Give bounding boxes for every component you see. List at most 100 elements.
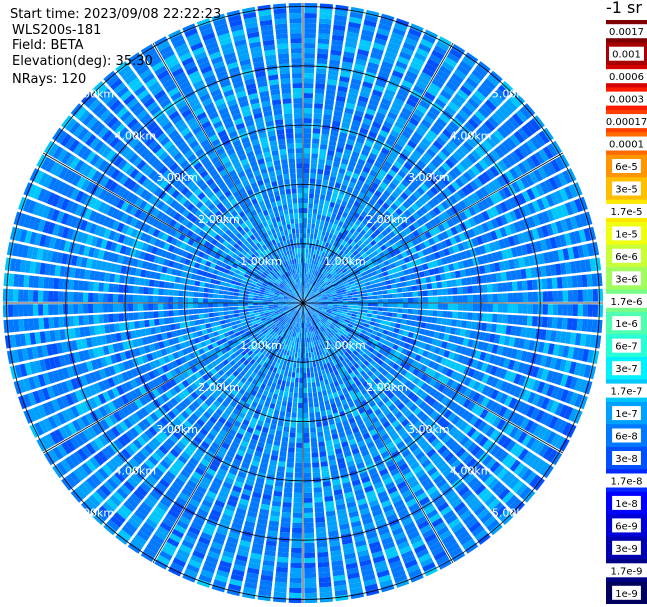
range-gate-cell xyxy=(467,497,480,509)
range-gate-cell xyxy=(188,559,202,569)
range-gate-cell xyxy=(287,401,293,408)
range-gate-cell xyxy=(407,66,420,76)
range-gate-cell xyxy=(311,352,315,358)
range-gate-cell xyxy=(394,260,401,267)
range-gate-cell xyxy=(363,19,377,28)
range-gate-cell xyxy=(423,481,435,492)
range-gate-cell xyxy=(395,358,403,366)
range-gate-cell xyxy=(389,348,397,356)
range-gate-cell xyxy=(177,455,188,465)
range-gate-cell xyxy=(311,143,319,149)
range-gate-cell xyxy=(395,536,408,546)
range-gate-cell xyxy=(424,343,432,351)
range-gate-cell xyxy=(325,329,330,334)
range-gate-cell xyxy=(351,344,358,350)
range-gate-cell xyxy=(347,305,353,308)
range-gate-cell xyxy=(415,258,422,266)
range-gate-cell xyxy=(466,357,474,367)
range-gate-cell xyxy=(425,323,432,330)
range-gate-cell xyxy=(312,238,317,245)
range-gate-cell xyxy=(498,239,506,249)
range-gate-cell xyxy=(312,472,321,478)
range-gate-cell xyxy=(348,378,355,385)
range-gate-cell xyxy=(391,420,400,428)
range-gate-cell xyxy=(441,231,449,240)
range-gate-cell xyxy=(445,368,454,378)
range-gate-cell xyxy=(374,345,381,352)
range-gate-cell xyxy=(320,380,325,387)
range-gate-cell xyxy=(278,324,283,329)
range-gate-cell xyxy=(334,151,343,158)
range-gate-cell xyxy=(363,522,375,530)
range-gate-cell xyxy=(338,329,344,335)
range-gate-cell xyxy=(307,298,313,301)
range-gate-cell xyxy=(442,85,455,96)
range-gate-cell xyxy=(514,445,525,458)
range-gate-cell xyxy=(322,307,328,310)
range-gate-cell xyxy=(304,18,317,24)
range-gate-cell xyxy=(262,349,268,356)
range-gate-cell xyxy=(335,452,344,460)
range-gate-cell xyxy=(537,166,548,180)
range-gate-cell xyxy=(405,526,418,536)
range-gate-cell xyxy=(367,292,373,296)
range-gate-cell xyxy=(432,362,440,371)
range-gate-cell xyxy=(348,417,356,425)
range-gate-cell xyxy=(452,335,460,344)
range-gate-cell xyxy=(437,310,443,317)
range-gate-cell xyxy=(422,309,428,316)
range-gate-cell xyxy=(564,390,574,404)
range-gate-cell xyxy=(86,477,98,490)
range-gate-cell xyxy=(188,403,197,413)
range-gate-cell xyxy=(131,412,141,423)
range-gate-cell xyxy=(407,332,414,338)
range-gate-cell xyxy=(111,387,120,398)
range-gate-cell xyxy=(248,506,259,514)
range-gate-cell xyxy=(262,452,271,460)
range-gate-cell xyxy=(313,203,319,210)
range-gate-cell xyxy=(474,331,481,340)
range-gate-cell xyxy=(312,346,316,352)
range-gate-cell xyxy=(344,218,351,225)
range-gate-cell xyxy=(341,538,353,545)
range-gate-cell xyxy=(420,557,434,568)
range-gate-cell xyxy=(286,376,291,382)
range-gate-cell xyxy=(335,225,342,232)
range-gate-cell xyxy=(294,472,303,478)
range-gate-cell xyxy=(328,145,336,152)
range-gate-cell xyxy=(453,192,462,202)
range-gate-cell xyxy=(342,419,349,427)
range-gate-cell xyxy=(310,173,316,179)
range-gate-cell xyxy=(88,397,98,409)
range-gate-cell xyxy=(392,227,400,235)
range-gate-cell xyxy=(440,240,448,249)
range-gate-cell xyxy=(443,409,453,419)
range-gate-cell xyxy=(430,125,441,136)
range-gate-cell xyxy=(467,339,474,348)
range-gate-cell xyxy=(541,225,549,238)
range-gate-cell xyxy=(342,278,348,283)
range-gate-cell xyxy=(493,355,501,366)
range-gate-cell xyxy=(149,412,159,422)
range-gate-cell xyxy=(377,272,384,278)
range-gate-cell xyxy=(467,286,473,294)
range-gate-cell xyxy=(492,303,498,313)
range-gate-cell xyxy=(428,330,435,338)
range-gate-cell xyxy=(314,282,318,287)
range-gate-cell xyxy=(287,452,295,458)
range-gate-cell xyxy=(381,536,394,546)
range-gate-cell xyxy=(404,275,411,281)
range-gate-cell xyxy=(498,188,508,200)
range-gate-cell xyxy=(303,477,312,483)
range-gate-cell xyxy=(422,263,429,271)
range-gate-cell xyxy=(396,313,403,319)
range-gate-cell xyxy=(314,103,323,109)
range-gate-cell xyxy=(426,261,434,269)
range-gate-cell xyxy=(322,179,329,186)
range-gate-cell xyxy=(325,94,335,101)
range-gate-cell xyxy=(52,414,62,427)
range-gate-cell xyxy=(562,248,570,261)
range-gate-cell xyxy=(497,293,503,303)
range-gate-cell xyxy=(471,525,485,537)
range-gate-cell xyxy=(268,376,274,383)
